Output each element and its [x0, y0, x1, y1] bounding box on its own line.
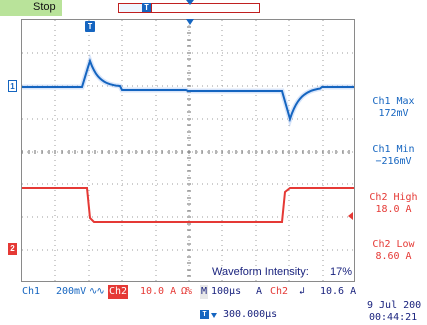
run-state-indicator[interactable] [0, 0, 62, 16]
measurement-value: 18.0 A [375, 204, 412, 215]
trigger-source-readout[interactable]: Ch2 [270, 286, 289, 297]
trigger-position-icon[interactable]: T [85, 21, 95, 32]
ch2-ground-marker[interactable]: 2 [8, 243, 17, 255]
trigger-level-readout[interactable]: 10.6 A [320, 286, 357, 297]
time-readout: 00:44:21 [369, 312, 418, 323]
ch1-waveform [22, 57, 354, 123]
record-trigger-icon: T [142, 3, 151, 12]
ch2-waveform [22, 187, 354, 223]
measurement-value: −216mV [375, 156, 412, 167]
measurement-ch1-min[interactable]: Ch1 Min −216mV [360, 144, 427, 168]
measurement-ch2-low[interactable]: Ch2 Low 8.60 A [360, 239, 427, 263]
ch2-impedance-icon: Ω% [181, 286, 192, 297]
trigger-slope-icon: ↲ [299, 286, 306, 297]
horizontal-position-icon: T [200, 310, 209, 319]
run-state-label: Stop [33, 1, 56, 13]
measurement-value: 8.60 A [375, 251, 412, 262]
readout-bar: Ch1 200mV ∿∿ Ch2 10.0 A Ω% M 100µs A Ch2… [0, 285, 427, 299]
measurement-label: Ch1 Max [372, 96, 415, 107]
main-timebase-label: M [200, 285, 208, 299]
measurement-value: 172mV [378, 108, 409, 119]
trigger-mode-label: A [256, 286, 263, 297]
record-view-window[interactable] [120, 4, 152, 12]
bandwidth-limit-icon: ∿∿ [89, 286, 105, 297]
ch1-readout-label[interactable]: Ch1 [22, 286, 41, 297]
measurement-ch2-high[interactable]: Ch2 High 18.0 A [360, 192, 427, 216]
timebase-readout[interactable]: 100µs [211, 286, 242, 297]
trigger-arrow-icon [186, 19, 194, 25]
waveform-display [22, 20, 354, 281]
ch1-scale-readout[interactable]: 200mV [56, 286, 87, 297]
waveform-intensity-value: 17% [330, 266, 353, 278]
measurement-label: Ch2 High [369, 192, 418, 203]
waveform-graticule[interactable] [21, 19, 355, 282]
measurement-ch1-max[interactable]: Ch1 Max 172mV [360, 96, 427, 120]
center-axis-ticks [22, 20, 350, 277]
measurement-label: Ch1 Min [372, 144, 415, 155]
measurement-label: Ch2 Low [372, 239, 415, 250]
ch1-ground-marker[interactable]: 1 [8, 80, 17, 92]
date-readout: 9 Jul 200 [367, 300, 422, 311]
record-center-marker-icon [186, 0, 194, 5]
horizontal-position-readout[interactable]: 300.000µs [223, 309, 278, 320]
waveform-intensity-label: Waveform Intensity: [212, 266, 309, 278]
position-arrow-icon [211, 313, 217, 318]
ch2-readout-label[interactable]: Ch2 [108, 285, 128, 299]
trigger-level-arrow-icon[interactable] [348, 212, 353, 220]
ch2-scale-readout[interactable]: 10.0 A [140, 286, 177, 297]
